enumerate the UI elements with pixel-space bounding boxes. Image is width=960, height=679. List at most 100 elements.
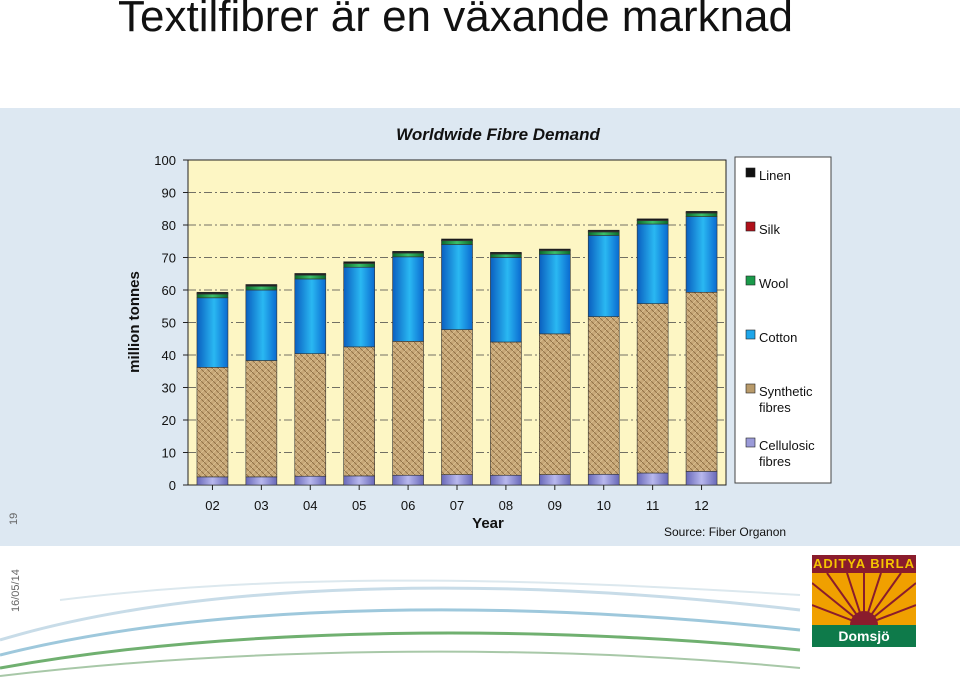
bar-segment-synthetic-fibres	[245, 360, 278, 478]
x-tick-label: 07	[450, 498, 464, 513]
bar-segment-cellulosic-fibres	[490, 474, 522, 486]
bar-segment-cotton	[490, 257, 522, 343]
bar-segment-synthetic-fibres	[587, 316, 620, 475]
legend-swatch	[745, 329, 756, 340]
bar-segment-synthetic-fibres	[196, 367, 229, 478]
x-tick-label: 09	[548, 498, 562, 513]
bar-segment-cellulosic-fibres	[294, 475, 327, 486]
legend-label: Silk	[759, 222, 780, 237]
x-tick-label: 06	[401, 498, 415, 513]
legend-label: Synthetic fibres	[759, 384, 813, 415]
bar-segment-wool	[685, 212, 718, 217]
legend-swatch	[745, 275, 756, 286]
bars	[196, 211, 718, 486]
y-tick-label: 20	[162, 413, 176, 428]
company-logo: ADITYA BIRLA Domsjö	[810, 553, 918, 649]
bar-segment-wool	[587, 231, 620, 236]
legend-swatch	[745, 383, 756, 394]
bar-segment-wool	[294, 274, 327, 280]
x-tick-label: 02	[205, 498, 219, 513]
x-tick-label: 10	[596, 498, 610, 513]
bar-segment-cotton	[587, 235, 620, 317]
legend-swatch	[745, 437, 756, 448]
bar-segment-linen	[685, 211, 718, 213]
y-tick-label: 90	[162, 186, 176, 201]
y-tick-label: 40	[162, 348, 176, 363]
y-axis: 0 10 20 30 40 50 60 70 80 90 100	[154, 153, 188, 493]
y-tick-label: 10	[162, 446, 176, 461]
bar-segment-synthetic-fibres	[392, 341, 424, 476]
bar-segment-synthetic-fibres	[636, 303, 669, 474]
bar-segment-cotton	[685, 216, 718, 293]
y-tick-label: 100	[154, 153, 176, 168]
y-tick-label: 0	[169, 478, 176, 493]
bar-segment-cellulosic-fibres	[343, 475, 375, 486]
bar-segment-cotton	[343, 266, 375, 348]
bar-segment-cotton	[539, 253, 571, 335]
bar-segment-cotton	[441, 244, 473, 330]
bar-segment-wool	[441, 240, 473, 245]
bar-segment-cellulosic-fibres	[196, 476, 229, 486]
bar-segment-cotton	[294, 278, 327, 355]
page-number: 19	[8, 512, 20, 525]
bar-segment-cellulosic-fibres	[441, 474, 473, 486]
bar-segment-cellulosic-fibres	[392, 474, 424, 486]
decorative-swooshes	[0, 579, 801, 677]
bar-segment-cotton	[196, 297, 229, 368]
bar-segment-wool	[636, 220, 669, 225]
bar-segment-synthetic-fibres	[490, 341, 522, 476]
y-tick-label: 80	[162, 218, 176, 233]
bar-segment-cellulosic-fibres	[539, 474, 571, 486]
bar-segment-wool	[196, 293, 229, 299]
bar-segment-synthetic-fibres	[441, 329, 473, 475]
bar-segment-linen	[441, 238, 473, 241]
bar-segment-wool	[392, 252, 424, 258]
bar-segment-linen	[392, 251, 424, 253]
bar-segment-synthetic-fibres	[685, 291, 718, 472]
x-tick-label: 08	[499, 498, 513, 513]
x-tick-label: 04	[303, 498, 317, 513]
bar-segment-wool	[490, 253, 522, 258]
legend-label: Linen	[759, 168, 791, 183]
y-tick-label: 30	[162, 381, 176, 396]
bar-segment-cellulosic-fibres	[685, 471, 718, 486]
bar-segment-synthetic-fibres	[539, 333, 571, 475]
legend-label: Cotton	[759, 330, 797, 345]
y-tick-label: 50	[162, 316, 176, 331]
bar-segment-synthetic-fibres	[343, 346, 375, 477]
y-axis-label: million tonnes	[126, 271, 143, 373]
bar-segment-wool	[343, 263, 375, 268]
y-tick-label: 60	[162, 283, 176, 298]
bar-segment-synthetic-fibres	[294, 353, 327, 477]
logo-brand-bottom: Domsjö	[812, 625, 916, 647]
chart-title: Worldwide Fibre Demand	[396, 125, 600, 144]
x-tick-label: 11	[646, 498, 660, 513]
legend-swatch	[745, 221, 756, 232]
bar-segment-wool	[245, 285, 278, 291]
legend: Linen Silk Wool Cotton Synthetic fibres Cellul…	[734, 156, 832, 484]
bar-segment-linen	[196, 291, 229, 294]
x-axis: 02 03 04 05 06 07 08 09 10 11 12	[205, 485, 709, 513]
bar-segment-cotton	[636, 223, 669, 304]
bar-segment-linen	[490, 252, 522, 254]
logo-brand-top: ADITYA BIRLA	[812, 555, 916, 573]
x-tick-label: 05	[352, 498, 366, 513]
slide-title: Textilfibrer är en växande marknad	[118, 0, 793, 41]
bar-segment-linen	[539, 248, 571, 251]
legend-label: Wool	[759, 276, 788, 291]
bar-segment-cellulosic-fibres	[587, 473, 620, 486]
x-axis-label: Year	[472, 515, 504, 532]
x-tick-label: 03	[254, 498, 268, 513]
bar-segment-cellulosic-fibres	[245, 476, 278, 486]
bar-segment-linen	[343, 261, 375, 264]
source-note: Source: Fiber Organon	[664, 525, 786, 539]
bar-segment-wool	[539, 250, 571, 255]
legend-label: Cellulosic fibres	[759, 438, 815, 469]
bar-segment-linen	[245, 284, 278, 287]
slide-date: 16/05/14	[10, 569, 22, 612]
bar-segment-cellulosic-fibres	[636, 472, 669, 486]
sun-rays-icon	[812, 573, 916, 625]
bar-segment-linen	[587, 229, 620, 232]
bar-segment-linen	[636, 218, 669, 221]
